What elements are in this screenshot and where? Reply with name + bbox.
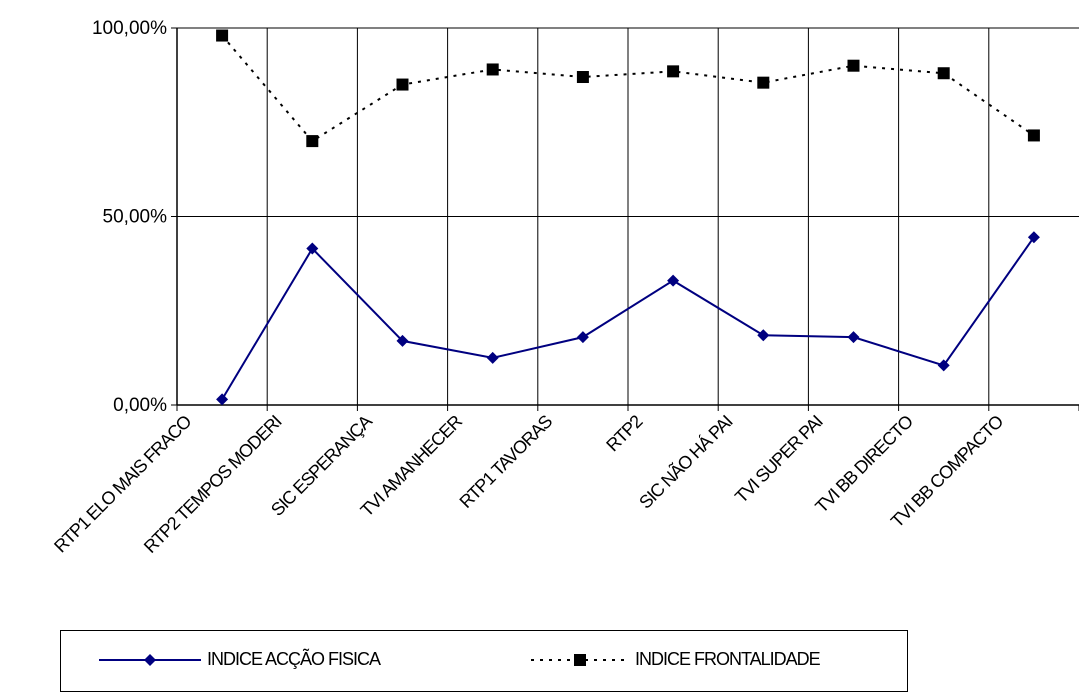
diamond-point	[1027, 231, 1040, 244]
series-line	[221, 236, 1035, 400]
y-tick-labels: 0,00% 50,00% 100,00%	[92, 18, 167, 416]
series-acao-fisica	[216, 231, 1040, 406]
diamond-point	[306, 242, 319, 255]
square-point	[576, 71, 589, 84]
series-frontalidade	[216, 29, 1040, 148]
square-point	[847, 59, 860, 72]
legend-label-frontalidade: INDICE FRONTALIDADE	[635, 649, 821, 669]
diamond-point	[847, 331, 860, 344]
x-tick-label: RTP2	[602, 411, 646, 455]
series	[216, 29, 1040, 406]
diamond-point	[216, 393, 229, 406]
diamond-point	[396, 334, 409, 347]
square-point	[1027, 129, 1040, 142]
x-tick-label: TVI BB DIRECTO	[811, 411, 917, 517]
line-chart: 0,00% 50,00% 100,00% RTP1 ELO MAIS FRACORT…	[50, 18, 1079, 557]
x-tick-label: RTP1 TAVORAS	[456, 411, 557, 512]
diamond-point	[486, 351, 499, 364]
legend: INDICE ACÇÃO FISICA INDICE FRONTALIDADE	[60, 630, 908, 692]
diamond-point	[667, 274, 680, 287]
square-point	[486, 63, 499, 76]
square-point	[396, 78, 409, 91]
diamond-marker-icon	[99, 653, 201, 666]
legend-item-frontalidade: INDICE FRONTALIDADE	[531, 649, 821, 670]
grid-lines	[177, 27, 1079, 406]
y-tick-label: 50,00%	[103, 207, 168, 228]
axes	[171, 27, 1079, 411]
diamond-point	[937, 359, 950, 372]
x-tick-label: SIC NÃO HÁ PAI	[635, 411, 737, 513]
legend-item-acao-fisica: INDICE ACÇÃO FISICA	[99, 649, 381, 670]
x-tick-label: TVI SUPER PAI	[731, 412, 826, 507]
diamond-point	[757, 329, 770, 342]
legend-label-acao-fisica: INDICE ACÇÃO FISICA	[207, 649, 381, 669]
square-point	[757, 76, 770, 89]
square-point	[667, 65, 680, 78]
square-point	[216, 29, 229, 42]
square-point	[306, 135, 319, 148]
square-marker-icon	[531, 653, 629, 666]
square-point	[937, 67, 950, 80]
y-tick-label: 0,00%	[113, 395, 167, 416]
y-tick-label: 100,00%	[92, 18, 167, 39]
diamond-point	[576, 331, 589, 344]
